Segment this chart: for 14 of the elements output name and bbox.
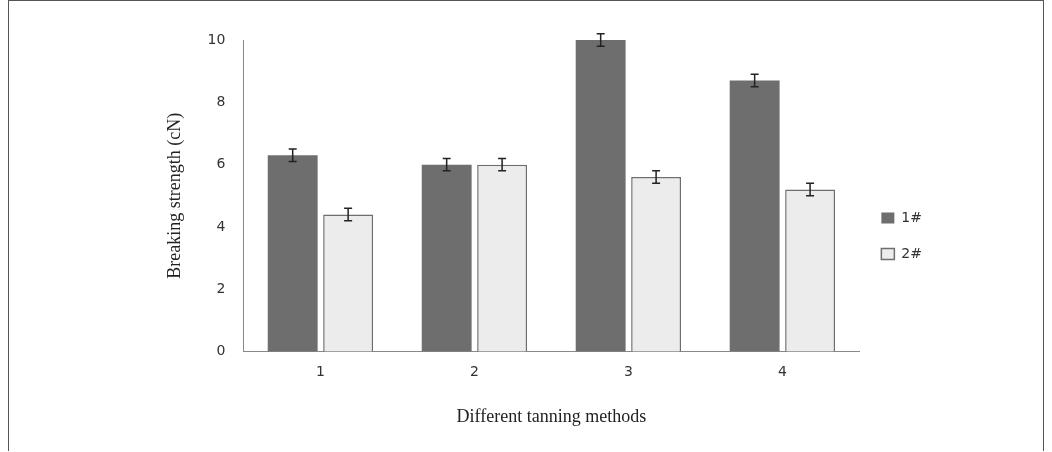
y-axis-title: Breaking strength (cN)	[163, 112, 185, 279]
x-tick-label: 3	[623, 362, 633, 379]
y-tick-label: 10	[207, 30, 226, 47]
x-tick-label: 4	[777, 362, 787, 379]
x-tick-label: 1	[315, 362, 325, 379]
y-tick-label: 2	[216, 279, 226, 296]
x-tick-label: 2	[469, 362, 479, 379]
y-tick-label: 8	[216, 92, 226, 109]
y-tick-label: 6	[216, 155, 226, 172]
legend-label: 1#	[901, 208, 922, 225]
legend-label: 2#	[901, 244, 922, 261]
x-axis-title: Different tanning methods	[456, 405, 647, 426]
y-tick-label: 0	[216, 342, 226, 359]
y-tick-label: 4	[216, 217, 226, 234]
